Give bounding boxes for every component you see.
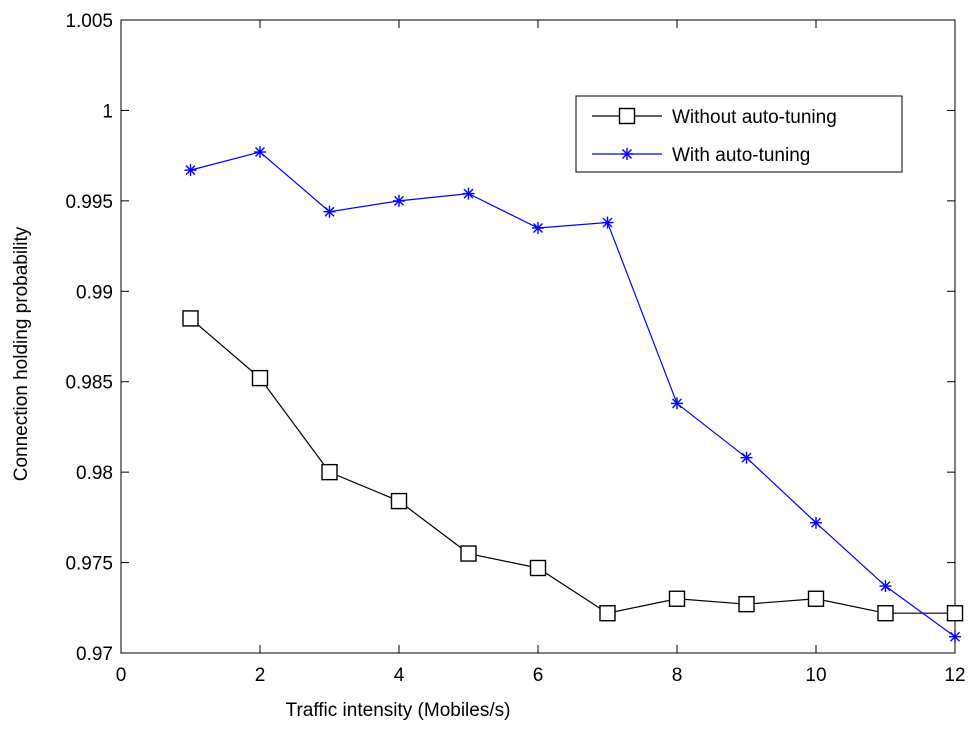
asterisk-marker (601, 216, 614, 229)
square-marker (618, 107, 636, 125)
square-marker (460, 545, 477, 562)
square-marker (321, 463, 338, 481)
legend-label: Without auto-tuning (672, 107, 837, 128)
square-marker (877, 605, 894, 622)
x-tick-label: 10 (805, 665, 826, 686)
x-axis: 0 2 4 6 8 10 12 (116, 20, 966, 686)
square-marker (529, 559, 547, 577)
square-marker (738, 595, 755, 613)
legend: Without auto-tuning With auto-tuning (575, 95, 903, 173)
y-tick-label: 0.995 (65, 192, 113, 213)
asterisk-marker (810, 516, 822, 529)
y-tick-label: 0.985 (65, 373, 113, 394)
square-marker (807, 590, 825, 607)
asterisk-marker (879, 580, 892, 593)
square-marker (251, 369, 269, 387)
x-tick-label: 0 (116, 665, 127, 686)
y-axis-label: Connection holding probability (11, 226, 32, 481)
asterisk-marker (671, 397, 683, 410)
y-tick-label: 0.99 (76, 282, 113, 303)
y-tick-label: 1.005 (65, 11, 113, 32)
square-marker (599, 605, 616, 622)
square-marker (946, 605, 964, 622)
series-without-auto-tuning (182, 310, 964, 622)
asterisk-marker (393, 194, 405, 207)
series-with-auto-tuning (184, 146, 961, 643)
asterisk-marker (949, 630, 961, 643)
x-tick-label: 8 (672, 665, 683, 686)
square-marker (390, 492, 408, 510)
asterisk-marker (621, 148, 633, 160)
x-tick-label: 4 (394, 665, 405, 686)
x-tick-label: 2 (255, 665, 266, 686)
y-tick-label: 0.98 (76, 463, 113, 484)
x-tick-label: 12 (944, 665, 965, 686)
legend-label: With auto-tuning (672, 145, 810, 166)
asterisk-marker (532, 221, 544, 234)
y-axis: 0.97 0.975 0.98 0.985 0.99 0.995 1 1.005 (65, 11, 955, 665)
asterisk-marker (323, 205, 336, 218)
x-axis-label: Traffic intensity (Mobiles/s) (286, 700, 511, 721)
square-marker (668, 590, 686, 607)
y-tick-label: 1 (102, 101, 113, 122)
asterisk-marker (184, 164, 197, 177)
y-tick-label: 0.975 (65, 554, 113, 575)
asterisk-marker (462, 187, 475, 200)
series-line (190, 151, 956, 638)
series-layer (182, 146, 964, 643)
series-line (190, 317, 955, 614)
asterisk-marker (254, 146, 266, 159)
asterisk-marker (740, 451, 753, 464)
x-tick-label: 6 (533, 665, 544, 686)
square-marker (182, 310, 199, 327)
y-tick-label: 0.97 (76, 644, 113, 665)
